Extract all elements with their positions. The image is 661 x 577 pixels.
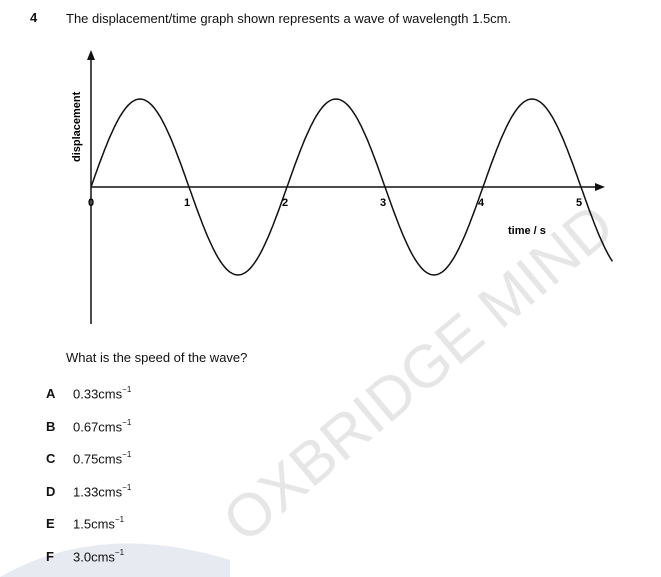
displacement-time-graph: displacement time / s 0 1 2 3 4 5 xyxy=(71,50,614,324)
option-value: 0.33cms−1 xyxy=(73,385,132,402)
option-value: 3.0cms−1 xyxy=(73,547,125,564)
y-axis-arrow xyxy=(87,50,95,60)
x-tick-label: 3 xyxy=(380,197,386,209)
x-tick-label: 5 xyxy=(576,197,582,209)
wave-curve xyxy=(90,98,614,276)
option-letter: A xyxy=(46,386,56,401)
x-tick-label: 0 xyxy=(88,197,94,209)
x-tick-labels: 0 1 2 3 4 5 xyxy=(88,197,582,209)
option-letter: C xyxy=(46,451,56,466)
option-exponent: −1 xyxy=(114,547,125,557)
option-letter: E xyxy=(46,516,55,531)
answer-option: D 1.33cms−1 xyxy=(46,482,132,499)
option-exponent: −1 xyxy=(114,515,125,524)
x-axis-arrow xyxy=(595,183,605,191)
answer-option: E 1.5cms−1 xyxy=(46,515,125,532)
question-text: The displacement/time graph shown repres… xyxy=(66,11,512,26)
option-exponent: −1 xyxy=(122,450,132,459)
option-value: 1.5cms−1 xyxy=(73,515,125,532)
sub-question: What is the speed of the wave? xyxy=(66,350,248,365)
option-letter: D xyxy=(46,483,56,499)
option-value: 1.33cms−1 xyxy=(73,482,132,499)
x-tick-label: 4 xyxy=(478,197,485,209)
option-exponent: −1 xyxy=(122,417,132,427)
option-letter: F xyxy=(46,548,54,564)
x-tick-label: 2 xyxy=(282,197,288,209)
answer-option: F 3.0cms−1 xyxy=(46,547,125,564)
option-exponent: −1 xyxy=(122,385,132,394)
question-number: 4 xyxy=(30,10,38,25)
option-value: 0.75cms−1 xyxy=(73,450,132,467)
answer-option: C 0.75cms−1 xyxy=(46,450,132,467)
answer-option: A 0.33cms−1 xyxy=(46,385,132,402)
option-letter: B xyxy=(46,418,56,434)
y-axis-label: displacement xyxy=(71,91,83,162)
option-exponent: −1 xyxy=(122,482,132,492)
option-value: 0.67cms−1 xyxy=(73,417,132,434)
x-tick-label: 1 xyxy=(184,197,190,209)
x-axis-label: time / s xyxy=(508,225,546,237)
answer-option: B 0.67cms−1 xyxy=(46,417,132,434)
